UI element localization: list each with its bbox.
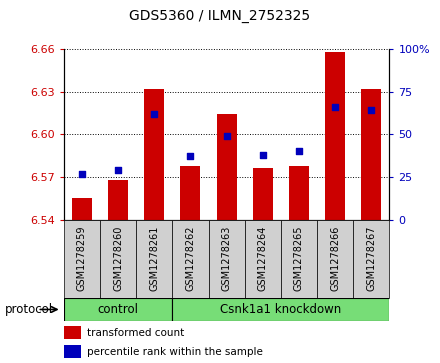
Bar bbox=[64, 298, 172, 321]
Point bbox=[295, 148, 302, 154]
Text: GSM1278267: GSM1278267 bbox=[367, 226, 376, 291]
Bar bbox=[353, 220, 389, 298]
Bar bbox=[281, 220, 317, 298]
Point bbox=[78, 171, 85, 176]
Text: Csnk1a1 knockdown: Csnk1a1 knockdown bbox=[220, 303, 341, 316]
Point bbox=[368, 107, 375, 113]
Bar bbox=[253, 168, 273, 220]
Point bbox=[151, 111, 158, 117]
Text: GSM1278266: GSM1278266 bbox=[330, 226, 340, 291]
Bar bbox=[180, 166, 200, 220]
Text: GSM1278264: GSM1278264 bbox=[258, 226, 268, 291]
Bar bbox=[72, 198, 92, 220]
Bar bbox=[100, 220, 136, 298]
Text: percentile rank within the sample: percentile rank within the sample bbox=[87, 347, 263, 357]
Bar bbox=[172, 298, 389, 321]
Text: GSM1278262: GSM1278262 bbox=[185, 226, 195, 291]
Point bbox=[114, 167, 121, 173]
Bar bbox=[64, 346, 81, 358]
Text: GSM1278260: GSM1278260 bbox=[113, 226, 123, 291]
Bar bbox=[325, 52, 345, 220]
Text: GSM1278265: GSM1278265 bbox=[294, 226, 304, 291]
Point bbox=[187, 154, 194, 159]
Text: transformed count: transformed count bbox=[87, 327, 184, 338]
Bar bbox=[317, 220, 353, 298]
Bar bbox=[64, 326, 81, 339]
Bar bbox=[209, 220, 245, 298]
Bar bbox=[108, 180, 128, 220]
Bar bbox=[216, 114, 237, 220]
Bar bbox=[361, 89, 381, 220]
Text: control: control bbox=[98, 303, 139, 316]
Bar bbox=[172, 220, 209, 298]
Bar bbox=[136, 220, 172, 298]
Point bbox=[259, 152, 266, 158]
Text: GSM1278259: GSM1278259 bbox=[77, 226, 87, 291]
Bar bbox=[245, 220, 281, 298]
Text: GDS5360 / ILMN_2752325: GDS5360 / ILMN_2752325 bbox=[129, 9, 311, 23]
Bar bbox=[289, 166, 309, 220]
Text: GSM1278263: GSM1278263 bbox=[222, 226, 231, 291]
Text: protocol: protocol bbox=[4, 303, 52, 316]
Point bbox=[223, 133, 230, 139]
Text: GSM1278261: GSM1278261 bbox=[149, 226, 159, 291]
Bar bbox=[144, 89, 164, 220]
Point bbox=[332, 104, 339, 110]
Bar bbox=[64, 220, 100, 298]
